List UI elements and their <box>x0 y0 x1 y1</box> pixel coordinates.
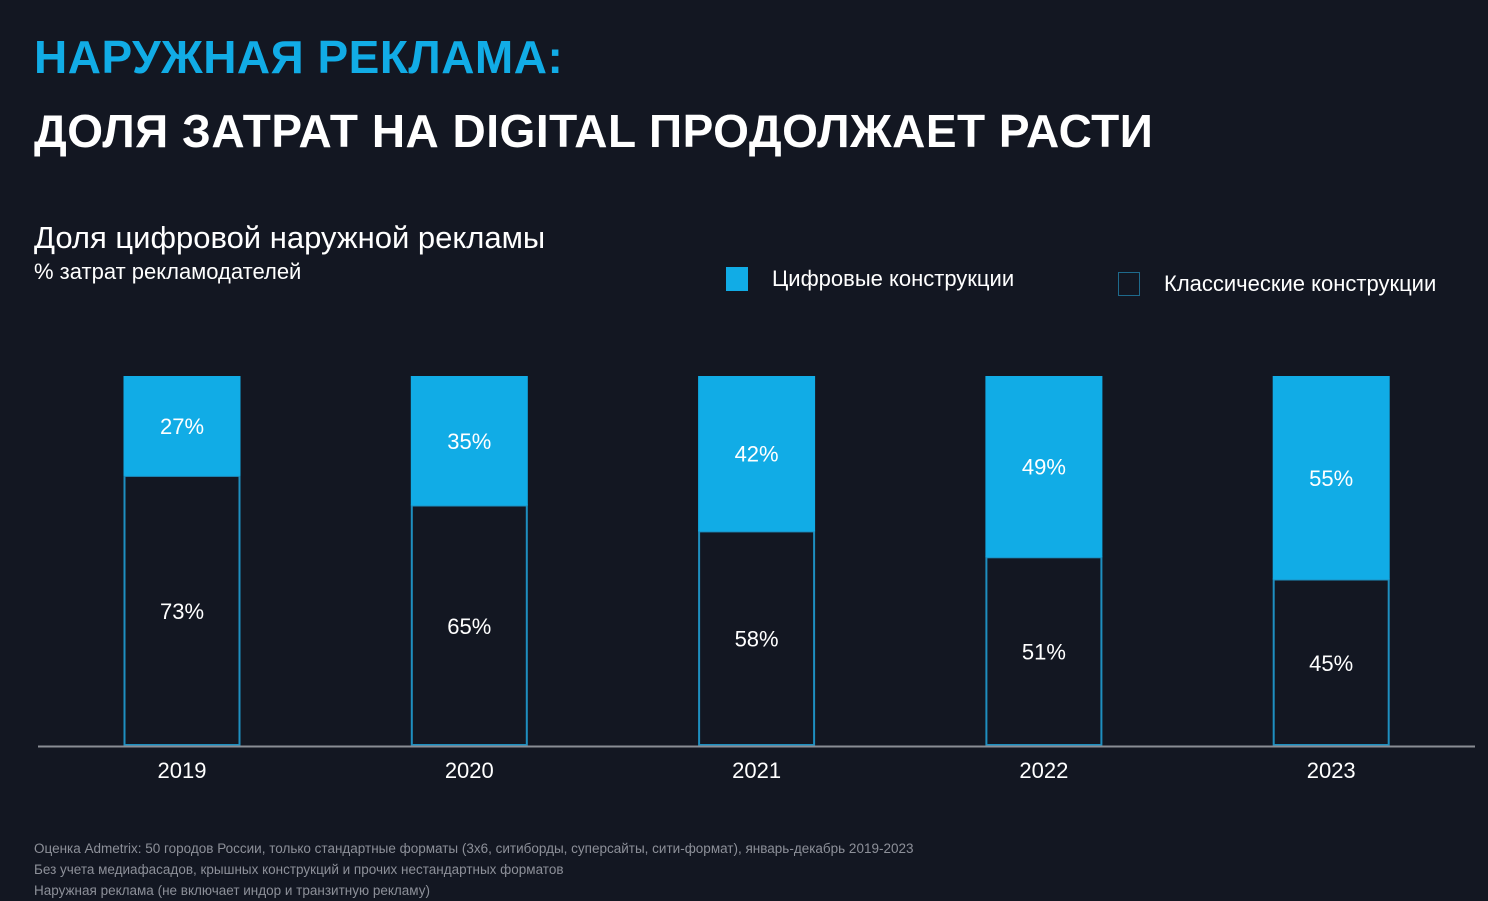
data-label-digital-2021: 42% <box>735 442 779 467</box>
data-label-digital-2020: 35% <box>447 429 491 454</box>
bar-digital-2019 <box>123 376 241 476</box>
data-label-classic-2020: 65% <box>447 614 491 639</box>
legend-label-digital: Цифровые конструкции <box>772 266 1015 291</box>
footnote: Наружная реклама (не включает индор и тр… <box>34 883 430 898</box>
bar-digital-2021 <box>698 376 816 532</box>
footnotes: Оценка Admetrix: 50 городов России, толь… <box>34 838 914 901</box>
data-label-digital-2022: 49% <box>1022 455 1066 480</box>
legend-label-classic: Классические конструкции <box>1164 271 1437 296</box>
x-tick-label-2021: 2021 <box>732 758 781 783</box>
data-label-classic-2023: 45% <box>1309 651 1353 676</box>
x-tick-label-2022: 2022 <box>1019 758 1068 783</box>
x-tick-label-2020: 2020 <box>445 758 494 783</box>
data-label-classic-2022: 51% <box>1022 640 1066 665</box>
chart-title: Доля цифровой наружной рекламы <box>34 220 546 255</box>
legend-item-digital: Цифровые конструкции <box>726 266 1014 292</box>
x-tick-label-2019: 2019 <box>158 758 207 783</box>
chart-subtitle: % затрат рекламодателей <box>34 259 302 284</box>
footnote: Без учета медиафасадов, крышных конструк… <box>34 862 564 877</box>
data-label-digital-2019: 27% <box>160 414 204 439</box>
bar-digital-2022 <box>985 376 1103 558</box>
data-label-classic-2019: 73% <box>160 599 204 624</box>
data-label-classic-2021: 58% <box>735 627 779 652</box>
data-label-digital-2023: 55% <box>1309 466 1353 491</box>
legend-item-classic: Классические конструкции <box>1118 271 1436 297</box>
title-line-2: ДОЛЯ ЗАТРАТ НА DIGITAL ПРОДОЛЖАЕТ РАСТИ <box>34 105 1154 157</box>
bar-digital-2023 <box>1272 376 1390 580</box>
legend-swatch-classic-icon <box>1118 272 1140 296</box>
x-tick-label-2023: 2023 <box>1307 758 1356 783</box>
bar-digital-2020 <box>410 376 528 506</box>
legend-swatch-digital-icon <box>726 267 748 291</box>
title-line-1: НАРУЖНАЯ РЕКЛАМА: <box>34 31 564 83</box>
footnote: Оценка Admetrix: 50 городов России, толь… <box>34 841 914 856</box>
